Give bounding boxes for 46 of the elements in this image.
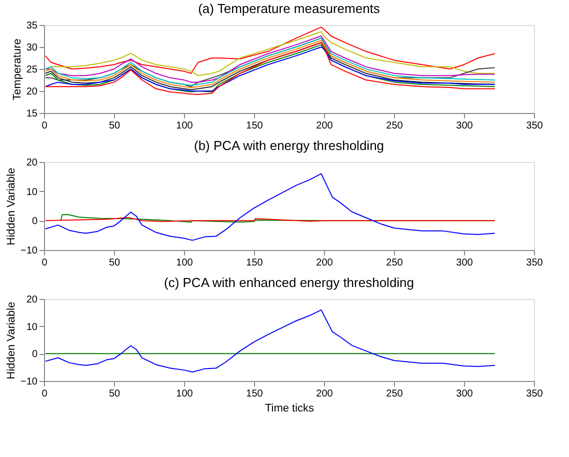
line-series	[44, 309, 496, 372]
x-tick-label: 200	[316, 120, 334, 132]
x-tick-label: 200	[316, 258, 334, 268]
chart-title: (a) Temperature measurements	[198, 1, 380, 16]
x-tick-label: 0	[42, 120, 48, 132]
x-tick-label: 50	[108, 120, 120, 132]
y-axis-title: Temperature	[11, 38, 24, 100]
y-tick-label: 35	[26, 20, 38, 32]
x-tick-label: 100	[176, 120, 194, 132]
x-tick-label: 250	[386, 388, 404, 400]
x-tick-label: 50	[108, 388, 120, 400]
y-axis-title: Hidden Variable	[6, 168, 18, 246]
x-tick-label: 150	[246, 258, 264, 268]
x-tick-label: 350	[526, 388, 544, 400]
x-tick-label: 350	[526, 258, 544, 268]
x-tick-label: 100	[176, 388, 194, 400]
y-tick-label: 30	[26, 42, 38, 54]
x-tick-label: 200	[316, 388, 334, 400]
y-tick-label: 20	[26, 294, 38, 306]
chart-title: (b) PCA with energy thresholding	[194, 138, 384, 153]
x-tick-label: 0	[42, 258, 48, 268]
y-tick-label: 25	[26, 64, 38, 76]
y-tick-label: 15	[26, 108, 38, 120]
x-tick-label: 300	[456, 120, 474, 132]
y-tick-label: 20	[26, 158, 38, 168]
y-tick-label: 10	[26, 322, 38, 333]
x-tick-label: 150	[246, 388, 264, 400]
x-tick-label: 50	[108, 258, 120, 268]
y-tick-label: 10	[26, 186, 38, 198]
x-axis-title: Time ticks	[264, 402, 315, 414]
y-tick-label: 0	[32, 349, 38, 360]
x-tick-label: 250	[386, 258, 404, 268]
x-tick-label: 250	[386, 120, 404, 132]
line-series	[44, 173, 496, 241]
y-tick-label: 20	[26, 86, 38, 98]
x-tick-label: 300	[456, 258, 474, 268]
x-tick-label: 0	[42, 388, 48, 400]
x-tick-label: 350	[526, 120, 544, 132]
chart-title: (c) PCA with enhanced energy thresholding	[164, 275, 414, 290]
x-tick-label: 300	[456, 388, 474, 400]
y-tick-label: −10	[20, 376, 38, 388]
y-tick-label: 0	[32, 216, 38, 228]
x-tick-label: 150	[246, 120, 264, 132]
y-axis-title: Hidden Variable	[6, 302, 18, 380]
x-tick-label: 100	[176, 258, 194, 268]
y-tick-label: −10	[20, 246, 38, 256]
